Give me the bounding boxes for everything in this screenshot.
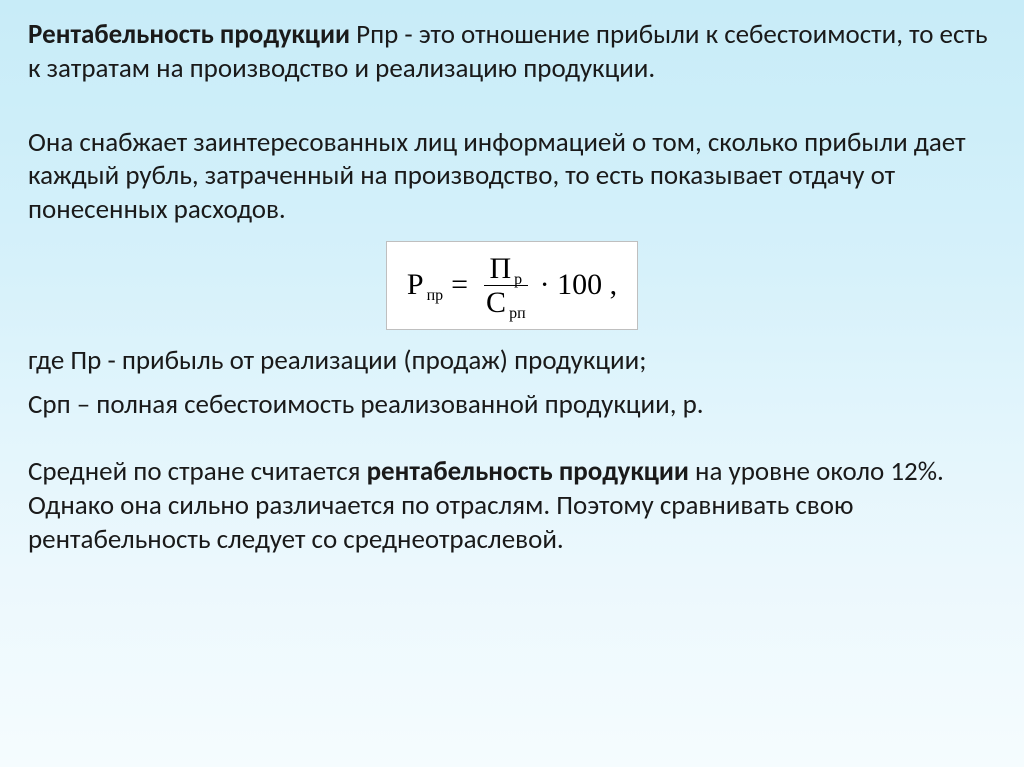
formula-equals: = [451, 268, 468, 302]
formula-lhs-main: Р [407, 268, 424, 302]
paragraph-definition: Рентабельность продукции Рпр - это отнош… [28, 18, 996, 86]
legend-line-1: где Пр - прибыль от реализации (продаж) … [28, 344, 996, 378]
paragraph-average: Средней по стране считается рентабельнос… [28, 455, 996, 556]
spacer [28, 96, 996, 126]
avg-pre: Средней по стране считается [28, 455, 367, 488]
avg-bold: рентабельность продукции [367, 455, 689, 488]
formula-numerator: П р [484, 252, 529, 286]
formula-lhs: Р пр [407, 268, 443, 302]
term-bold: Рентабельность продукции [28, 18, 350, 51]
formula-num-sub: р [514, 271, 522, 289]
formula: Р пр = П р С рп · 100 , [386, 241, 638, 330]
spacer [28, 431, 996, 455]
paragraph-explanation: Она снабжает заинтересованных лиц информ… [28, 126, 996, 227]
formula-den-main: С [486, 286, 506, 319]
formula-tail: · 100 , [540, 268, 618, 302]
formula-denominator: С рп [480, 286, 532, 319]
slide: Рентабельность продукции Рпр - это отнош… [0, 0, 1024, 767]
legend-line-2: Срп – полная себестоимость реализованной… [28, 388, 996, 422]
formula-num-main: П [490, 252, 512, 285]
formula-lhs-sub: пр [427, 287, 444, 305]
formula-den-sub: рп [509, 305, 526, 323]
formula-fraction: П р С рп [480, 252, 532, 319]
formula-container: Р пр = П р С рп · 100 , [28, 241, 996, 330]
